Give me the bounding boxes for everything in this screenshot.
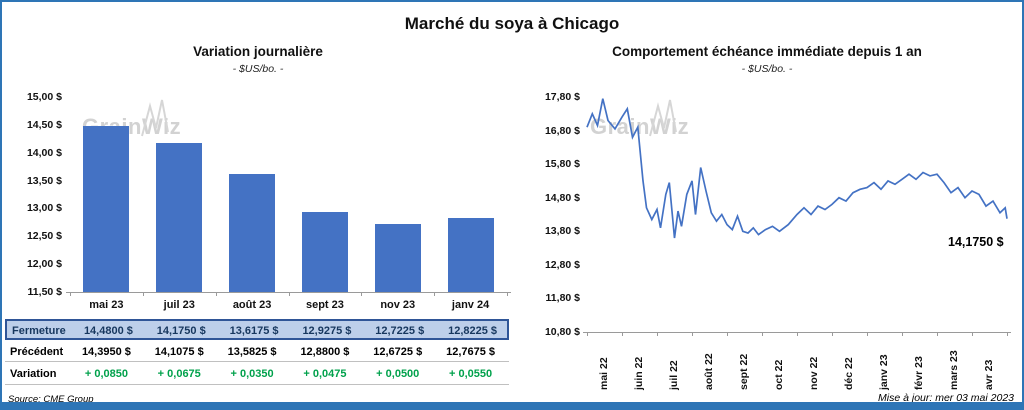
line-chart-month-label: avr 23: [982, 359, 995, 390]
table-cell-fermeture: 14,4800 $: [83, 325, 133, 337]
line-chart-x-tick: [902, 332, 903, 336]
line-chart-x-tick: [657, 332, 658, 336]
line-chart-month-label: mai 22: [597, 357, 610, 390]
table-cell-variation: + 0,0500: [376, 368, 420, 380]
line-chart-x-tick: [972, 332, 973, 336]
bar-août-23: [229, 174, 276, 292]
table-row-label-fermeture: Fermeture: [12, 325, 66, 337]
bar-chart-ytick: 14,50 $: [26, 118, 62, 131]
line-chart-x-tick: [727, 332, 728, 336]
bottom-accent-bar: [2, 402, 1022, 408]
table-row-fermeture: Fermeture 14,4800 $ 14,1750 $ 13,6175 $ 12,9…: [5, 319, 509, 340]
price-line-plot: [586, 98, 1008, 239]
line-chart-x-tick: [867, 332, 868, 336]
bar-chart-category-label: août 23: [232, 299, 272, 311]
line-chart-ytick: 10,80 $: [544, 326, 580, 338]
line-chart-x-tick: [692, 332, 693, 336]
line-chart-x-tick: [622, 332, 623, 336]
bar-chart-subtitle: - $US/bo. -: [232, 63, 284, 75]
bar-chart-ytick: 12,50 $: [26, 230, 62, 243]
table-cell-variation: + 0,0350: [230, 368, 274, 380]
table-cell-variation: + 0,0850: [84, 368, 128, 380]
bar-chart-ytick: 11,50 $: [27, 286, 62, 298]
line-chart-x-tick: [587, 332, 588, 336]
line-chart-month-label: août 22: [702, 353, 715, 390]
bar-chart-ytick: 13,50 $: [26, 174, 62, 187]
table-cell-variation: + 0,0675: [157, 368, 201, 380]
line-chart-month-label: févr 23: [912, 356, 925, 390]
table-cell-fermeture: 13,6175 $: [229, 325, 279, 337]
price-line: [586, 98, 1008, 239]
table-cell-variation: + 0,0475: [303, 368, 347, 380]
bar-juil-23: [156, 142, 203, 292]
bar-chart-ytick: 15,00 $: [26, 91, 62, 103]
bar-chart-x-tick: [70, 292, 71, 296]
bar-chart-category-label: sept 23: [305, 299, 344, 311]
line-chart-ytick: 13,80 $: [544, 225, 580, 238]
bar-chart-title: Variation journalière: [193, 44, 323, 59]
line-chart-month-label: mars 23: [947, 350, 960, 390]
bar-janv-24: [447, 218, 494, 292]
line-chart-title: Comportement échéance immédiate depuis 1…: [612, 44, 922, 59]
line-chart-subtitle: - $US/bo. -: [741, 63, 793, 75]
watermark-zigzag-icon: [649, 99, 677, 137]
table-cell-precedent: 12,7675 $: [446, 346, 496, 358]
table-row-label-variation: Variation: [10, 368, 57, 380]
line-chart-month-label: juin 22: [632, 356, 645, 390]
table-cell-fermeture: 12,7225 $: [375, 325, 425, 337]
bar-chart-x-tick: [215, 292, 217, 296]
line-chart-ytick: 16,80 $: [544, 124, 580, 137]
bar-chart-ytick: 13,00 $: [26, 202, 62, 215]
watermark-zigzag-icon: [141, 99, 169, 137]
bar-sept-23: [301, 212, 348, 292]
table-cell-precedent: 13,5825 $: [227, 346, 277, 358]
bar-chart-ytick: 12,00 $: [26, 258, 62, 271]
update-note: Mise à jour: mer 03 mai 2023: [878, 392, 1014, 404]
table-cell-precedent: 14,1075 $: [154, 346, 204, 358]
bar-nov-23: [374, 223, 421, 292]
line-chart-ytick: 14,80 $: [544, 191, 580, 204]
line-chart-ytick: 17,80 $: [544, 91, 580, 103]
line-chart-month-label: déc 22: [842, 357, 855, 390]
bar-mai-23: [83, 125, 130, 292]
bar-chart-x-tick: [361, 292, 363, 296]
line-chart-month-label: nov 22: [807, 356, 820, 390]
line-chart-x-tick: [797, 332, 798, 336]
bar-chart-ytick: 14,00 $: [26, 146, 62, 159]
last-price-annotation: 14,1750 $: [948, 235, 1004, 249]
bar-chart-category-label: juil 23: [163, 299, 195, 311]
table-row-variation: Variation + 0,0850 + 0,0675 + 0,0350 + 0,047…: [5, 364, 509, 385]
bar-chart-x-tick: [434, 292, 436, 296]
table-cell-precedent: 14,3950 $: [81, 346, 131, 358]
line-chart-x-tick: [832, 332, 833, 336]
bar-chart-x-tick: [288, 292, 290, 296]
page-title: Marché du soya à Chicago: [404, 14, 620, 33]
line-chart-x-tick: [1007, 332, 1008, 336]
table-cell-fermeture: 12,9275 $: [302, 325, 352, 337]
table-row-label-precedent: Précédent: [10, 346, 64, 358]
bar-chart-x-tick: [142, 292, 144, 296]
line-chart-month-label: janv 23: [877, 354, 890, 390]
bar-chart-category-label: nov 23: [380, 299, 416, 311]
bar-chart-category-label: janv 24: [451, 299, 490, 311]
table-cell-variation: + 0,0550: [449, 368, 493, 380]
line-chart-ytick: 11,80 $: [545, 292, 580, 305]
line-chart-ytick: 12,80 $: [544, 258, 580, 271]
table-cell-fermeture: 12,8225 $: [448, 325, 498, 337]
line-chart-month-label: juil 22: [667, 360, 680, 390]
line-chart-month-label: sept 22: [737, 353, 750, 390]
source-note: Source: CME Group: [8, 394, 94, 405]
table-cell-precedent: 12,8800 $: [300, 346, 350, 358]
bar-chart-x-tick: [507, 292, 508, 296]
bar-chart-category-label: mai 23: [89, 299, 124, 311]
table-cell-fermeture: 14,1750 $: [156, 325, 206, 337]
line-chart-ytick: 15,80 $: [544, 158, 580, 171]
line-chart-x-tick: [762, 332, 763, 336]
table-cell-precedent: 12,6725 $: [373, 346, 423, 358]
table-row-precedent: Précédent 14,3950 $ 14,1075 $ 13,5825 $ 12,8…: [5, 342, 509, 362]
line-chart-x-tick: [937, 332, 938, 336]
line-chart-month-label: oct 22: [772, 359, 785, 390]
